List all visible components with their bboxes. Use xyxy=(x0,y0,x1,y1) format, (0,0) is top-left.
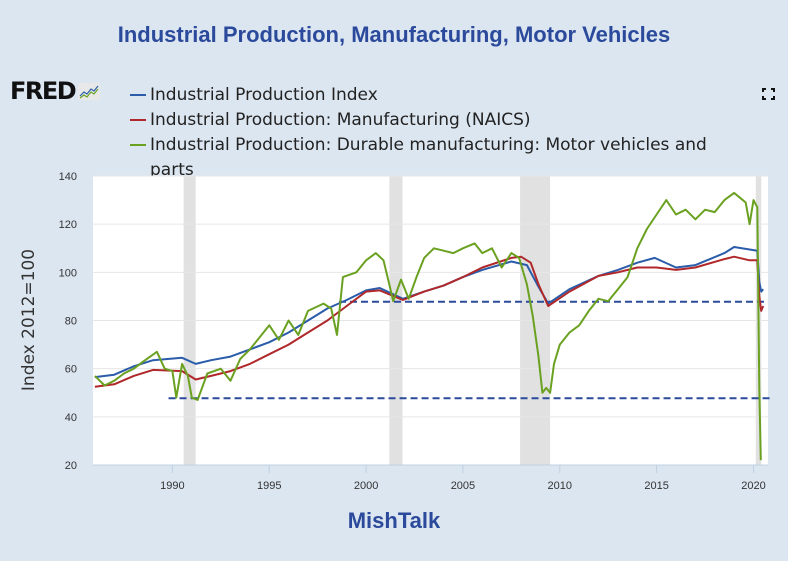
legend-label: Industrial Production: Manufacturing (NA… xyxy=(150,110,531,130)
x-tick-label: 1995 xyxy=(257,480,281,492)
legend-label: Industrial Production Index xyxy=(150,85,378,105)
legend-item-ip-index[interactable]: Industrial Production Index xyxy=(130,83,710,108)
y-tick-label: 120 xyxy=(59,219,77,231)
fred-logo[interactable]: FRED xyxy=(10,77,101,105)
x-tick-label: 2020 xyxy=(741,480,765,492)
y-tick-label: 80 xyxy=(65,316,77,328)
y-axis-label: Index 2012=100 xyxy=(19,249,39,391)
x-tick-label: 2015 xyxy=(644,480,668,492)
gridlines xyxy=(93,175,768,418)
legend-item-manufacturing[interactable]: Industrial Production: Manufacturing (NA… xyxy=(130,108,710,133)
legend-swatch-red xyxy=(130,119,146,121)
series-line-2 xyxy=(94,191,762,461)
fred-logo-text: FRED xyxy=(10,77,77,105)
chart-legend: Industrial Production Index Industrial P… xyxy=(130,83,710,183)
legend-swatch-blue xyxy=(130,94,146,96)
legend-item-motor-vehicles[interactable]: Industrial Production: Durable manufactu… xyxy=(130,133,710,183)
series-line-1 xyxy=(94,255,765,388)
fullscreen-icon[interactable] xyxy=(762,88,775,100)
y-tick-label: 140 xyxy=(59,171,77,183)
y-tick-label: 60 xyxy=(65,364,77,376)
legend-swatch-green xyxy=(130,144,146,146)
footer-brand: MishTalk xyxy=(347,508,441,533)
axes: 20 40 60 80 100 120 140 1990 1995 2000 2005 2010 201… xyxy=(59,171,768,492)
y-tick-label: 20 xyxy=(65,460,77,472)
series-lines xyxy=(94,191,765,461)
x-tick-label: 2010 xyxy=(548,480,572,492)
x-tick-label: 1990 xyxy=(160,480,184,492)
legend-label: Industrial Production: Durable manufactu… xyxy=(150,135,707,180)
y-tick-label: 100 xyxy=(59,267,77,279)
fred-chart-icon xyxy=(78,82,101,100)
y-tick-label: 40 xyxy=(65,412,77,424)
chart-title: Industrial Production, Manufacturing, Mo… xyxy=(117,22,671,47)
x-tick-label: 2005 xyxy=(451,480,475,492)
x-tick-label: 2000 xyxy=(354,480,378,492)
